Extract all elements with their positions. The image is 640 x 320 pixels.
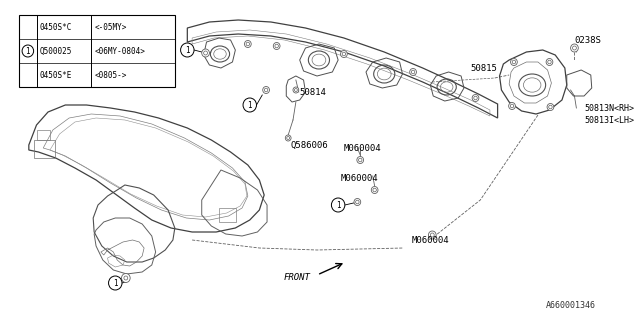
Circle shape xyxy=(573,46,577,50)
Circle shape xyxy=(428,231,436,239)
Text: 1: 1 xyxy=(185,45,189,54)
Circle shape xyxy=(547,103,554,110)
Circle shape xyxy=(202,49,209,57)
Circle shape xyxy=(244,41,252,47)
Circle shape xyxy=(342,52,346,56)
Bar xyxy=(19,15,175,87)
Circle shape xyxy=(548,60,551,64)
Text: 1: 1 xyxy=(113,278,118,287)
Circle shape xyxy=(332,198,345,212)
Text: 1: 1 xyxy=(26,46,30,55)
Circle shape xyxy=(340,51,348,58)
Circle shape xyxy=(357,156,364,164)
Circle shape xyxy=(180,43,194,57)
Circle shape xyxy=(264,88,268,92)
Text: 50815: 50815 xyxy=(470,63,497,73)
Text: Q586006: Q586006 xyxy=(290,140,328,149)
Circle shape xyxy=(356,200,359,204)
Circle shape xyxy=(22,45,34,57)
Text: FRONT: FRONT xyxy=(284,274,310,283)
Text: A660001346: A660001346 xyxy=(545,301,596,310)
Circle shape xyxy=(511,59,517,66)
Text: 0238S: 0238S xyxy=(575,36,602,44)
Text: M060004: M060004 xyxy=(411,236,449,244)
Text: 50813N<RH>: 50813N<RH> xyxy=(584,103,634,113)
Circle shape xyxy=(275,44,278,48)
Circle shape xyxy=(204,51,207,55)
Circle shape xyxy=(410,68,417,76)
Circle shape xyxy=(510,104,514,108)
Circle shape xyxy=(109,276,122,290)
Text: Q500025: Q500025 xyxy=(40,46,72,55)
Circle shape xyxy=(243,98,257,112)
Text: 50813I<LH>: 50813I<LH> xyxy=(584,116,634,124)
Text: 0450S*C: 0450S*C xyxy=(40,22,72,31)
Circle shape xyxy=(571,44,579,52)
Bar xyxy=(34,140,55,158)
Circle shape xyxy=(354,198,361,205)
Text: M060004: M060004 xyxy=(341,173,379,182)
Bar xyxy=(36,130,50,140)
Circle shape xyxy=(509,102,515,109)
Circle shape xyxy=(122,274,130,283)
Circle shape xyxy=(246,42,250,46)
Circle shape xyxy=(472,94,479,101)
Circle shape xyxy=(430,233,434,237)
Text: <06MY-0804>: <06MY-0804> xyxy=(94,46,145,55)
Bar xyxy=(219,208,236,222)
Circle shape xyxy=(412,70,415,74)
Circle shape xyxy=(285,135,291,141)
Circle shape xyxy=(263,86,269,93)
Text: 1: 1 xyxy=(248,100,252,109)
Text: <0805->: <0805-> xyxy=(94,70,127,79)
Circle shape xyxy=(546,59,553,66)
Text: <-05MY>: <-05MY> xyxy=(94,22,127,31)
Text: M060004: M060004 xyxy=(344,143,381,153)
Text: 0450S*E: 0450S*E xyxy=(40,70,72,79)
Circle shape xyxy=(124,276,128,280)
Circle shape xyxy=(293,87,299,93)
Text: 50814: 50814 xyxy=(300,87,326,97)
Circle shape xyxy=(474,96,477,100)
Circle shape xyxy=(273,43,280,50)
Circle shape xyxy=(548,105,552,109)
Circle shape xyxy=(358,158,362,162)
Circle shape xyxy=(294,89,298,92)
Circle shape xyxy=(512,60,516,64)
Circle shape xyxy=(371,187,378,194)
Circle shape xyxy=(287,137,290,140)
Circle shape xyxy=(373,188,376,192)
Text: 1: 1 xyxy=(336,201,340,210)
